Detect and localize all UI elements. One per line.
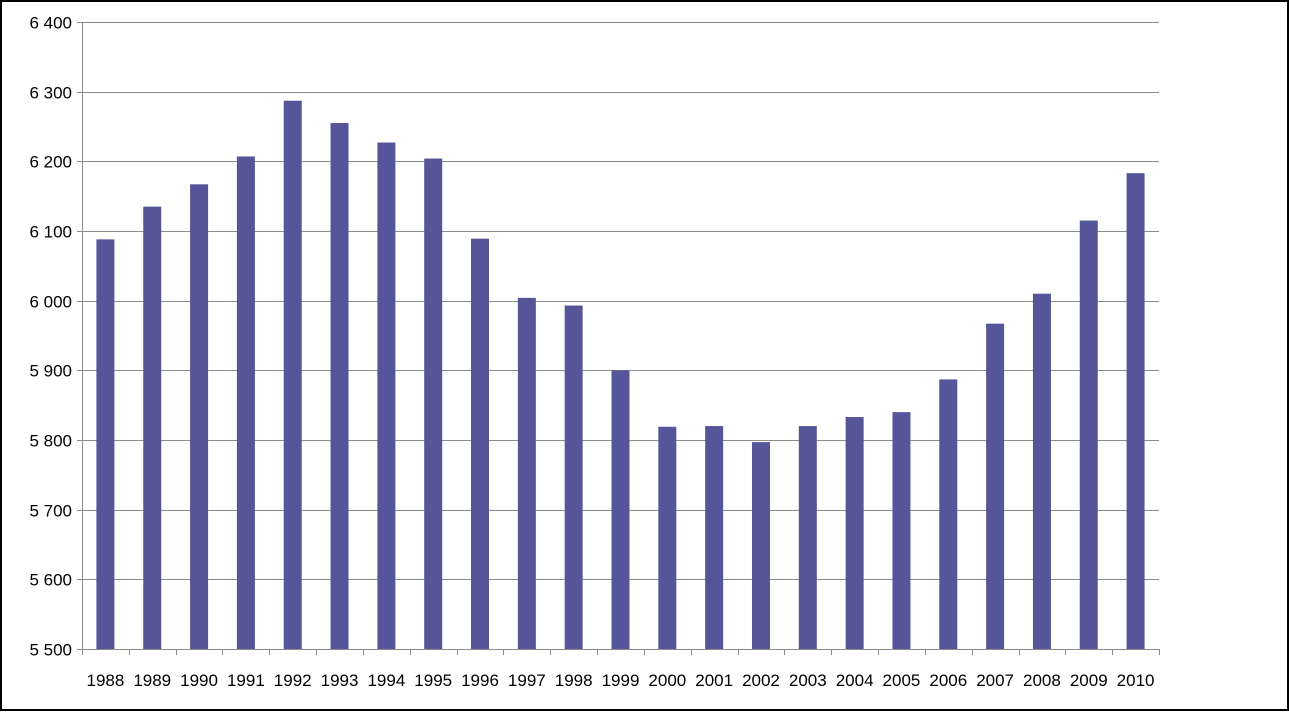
- y-tick-label: 5 900: [29, 362, 72, 381]
- x-tick-label: 1993: [321, 671, 359, 690]
- bar-1990: [190, 184, 209, 649]
- x-tick-label: 2003: [789, 671, 827, 690]
- x-tick-label: 2006: [929, 671, 967, 690]
- x-tick-label: 1994: [367, 671, 405, 690]
- y-tick-label: 6 000: [29, 293, 72, 312]
- bar-2010: [1126, 173, 1145, 649]
- bar-2003: [798, 426, 817, 649]
- x-tick-label: 1995: [414, 671, 452, 690]
- y-tick-label: 6 200: [29, 153, 72, 172]
- x-tick-label: 2010: [1117, 671, 1155, 690]
- x-tick-labels: 1988 1989 1990 1991 1992 1993 1994 1995 1996 1997…: [86, 671, 1154, 690]
- y-tick-label: 6 100: [29, 223, 72, 242]
- x-tick-label: 2004: [836, 671, 874, 690]
- bar-1992: [283, 100, 302, 650]
- bar-1996: [471, 238, 490, 649]
- y-tick-label: 5 800: [29, 432, 72, 451]
- x-tick-label: 1992: [274, 671, 312, 690]
- x-tick-label: 1988: [86, 671, 124, 690]
- y-tick-label: 5 700: [29, 502, 72, 521]
- x-tick-label: 1997: [508, 671, 546, 690]
- bar-1997: [517, 297, 536, 649]
- y-tick-label: 5 600: [29, 571, 72, 590]
- bar-1991: [236, 156, 255, 649]
- x-tick-label: 2005: [883, 671, 921, 690]
- y-tick-label: 5 500: [29, 641, 72, 660]
- bar-1989: [143, 206, 162, 649]
- bar-1998: [564, 305, 583, 649]
- bar-2008: [1032, 293, 1051, 649]
- y-tick-label: 6 400: [29, 14, 72, 33]
- x-tick-label: 2009: [1070, 671, 1108, 690]
- bar-1999: [611, 370, 630, 649]
- bar-2005: [892, 412, 911, 649]
- y-tick-labels: 5 500 5 600 5 700 5 800 5 900 6 000 6 100 6 200…: [29, 14, 72, 660]
- bar-2009: [1079, 220, 1098, 650]
- x-tick-label: 2000: [648, 671, 686, 690]
- x-tick-label: 2007: [976, 671, 1014, 690]
- bar-2002: [751, 442, 770, 649]
- gridlines: [82, 22, 1159, 580]
- x-tick-label: 1999: [602, 671, 640, 690]
- bar-1995: [424, 158, 443, 650]
- bar-1988: [96, 239, 115, 650]
- x-tick-label: 2008: [1023, 671, 1061, 690]
- bars: [96, 100, 1145, 650]
- x-tick-label: 2001: [695, 671, 733, 690]
- x-tick-label: 1989: [133, 671, 171, 690]
- bar-2004: [845, 417, 864, 649]
- x-tick-label: 1990: [180, 671, 218, 690]
- x-tick-label: 1996: [461, 671, 499, 690]
- y-tick-label: 6 300: [29, 84, 72, 103]
- bar-1993: [330, 123, 349, 649]
- axes: [77, 22, 1160, 655]
- bar-2001: [705, 426, 724, 649]
- x-tick-label: 2002: [742, 671, 780, 690]
- bar-2000: [658, 426, 677, 649]
- x-tick-label: 1998: [555, 671, 593, 690]
- bar-1994: [377, 142, 396, 649]
- x-tick-label: 1991: [227, 671, 265, 690]
- bar-2007: [986, 323, 1005, 649]
- bar-2006: [939, 379, 958, 649]
